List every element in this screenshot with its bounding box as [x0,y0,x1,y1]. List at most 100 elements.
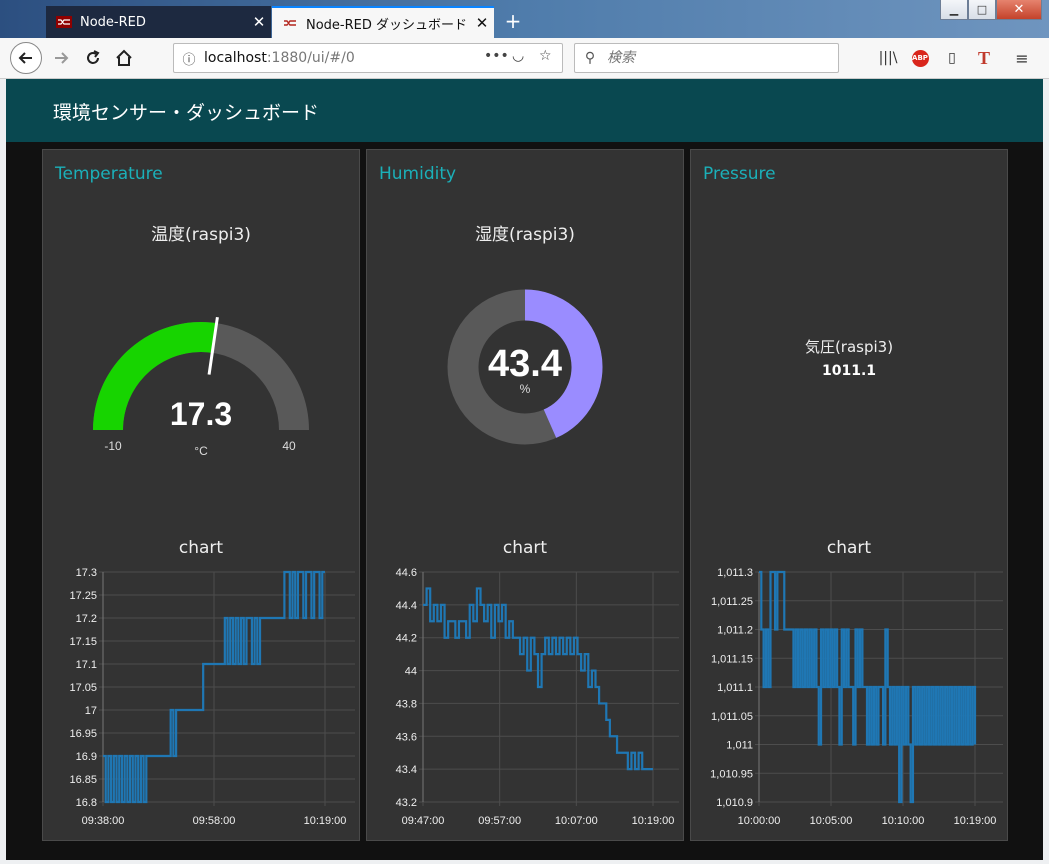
reload-button[interactable] [79,44,107,72]
y-tick-label: 1,011.3 [717,567,753,579]
home-button[interactable] [110,44,138,72]
x-tick-label: 10:19:00 [632,815,675,827]
title-bar: Node-RED ✕ Node-RED ダッシュボード ✕ + ▁ □ ✕ [0,0,1049,38]
y-tick-label: 44.4 [396,600,417,612]
x-tick-label: 10:00:00 [738,815,781,827]
y-tick-label: 16.95 [69,728,97,740]
node-red-icon [56,16,72,28]
forward-button[interactable] [47,44,75,72]
series-line [423,587,653,771]
page-actions-icon[interactable]: ••• [484,48,509,64]
search-input[interactable] [605,49,809,67]
series-line [103,570,325,804]
url-host: localhost [204,50,267,66]
pressure-chart: 1,011.3 1,011.25 1,011.2 1,011.15 1,011.1 1,0… [710,567,1003,827]
url-path: :1880/ui/#/0 [266,50,355,66]
y-tick-label: 1,011.05 [711,711,753,723]
y-tick-label: 16.8 [76,797,97,809]
sidebar-icon[interactable]: ▯ [948,50,956,66]
y-tick-label: 43.6 [396,731,417,743]
donut-value: 43.4 [488,343,562,385]
x-tick-label: 09:58:00 [193,815,236,827]
dashboard-title: 環境センサー・ダッシュボード [53,102,320,124]
tab-label: Node-RED [80,14,146,30]
dashboard-content: 環境センサー・ダッシュボード Temperature 温度(raspi3) 17… [6,79,1043,860]
home-icon [116,49,132,66]
x-tick-label: 10:19:00 [954,815,997,827]
close-tab-icon[interactable]: ✕ [252,13,266,31]
x-tick-label: 10:05:00 [810,815,853,827]
window-controls: ▁ □ ✕ [940,0,1042,20]
y-tick-label: 16.85 [69,774,97,786]
group-temperature: Temperature 温度(raspi3) 17.3 °C -10 40 ch… [42,149,360,841]
temperature-gauge: 17.3 °C -10 40 [93,316,309,458]
y-tick-label: 1,010.9 [716,797,753,809]
chart-label: chart [502,538,548,558]
tab-dashboard[interactable]: Node-RED ダッシュボード ✕ [272,6,494,38]
group-title: Humidity [379,164,457,184]
forward-arrow-icon [55,52,69,64]
gauge-value: 17.3 [170,396,232,432]
library-icon[interactable]: |||\ [878,50,898,66]
y-tick-label: 1,011.2 [717,625,753,637]
x-tick-label: 10:07:00 [555,815,598,827]
back-arrow-icon [18,52,32,64]
gauge-label: 温度(raspi3) [151,225,251,245]
y-tick-label: 1,011.1 [717,682,753,694]
pocket-icon[interactable]: ◡ [512,48,525,64]
y-tick-label: 1,011.25 [711,596,753,608]
x-tick-label: 09:57:00 [478,815,521,827]
group-pressure: Pressure 気圧(raspi3) 1011.1 chart 1,011.3… [690,149,1008,841]
site-info-icon[interactable]: ⓘ [182,52,196,68]
gauge-fill [93,322,217,430]
new-tab-button[interactable]: + [504,9,522,33]
series-line [759,570,977,804]
group-title: Pressure [703,164,776,184]
search-bar[interactable]: ⚲ [574,43,839,73]
y-tick-label: 44 [405,666,417,678]
donut-fill [524,289,603,438]
donut-label: 湿度(raspi3) [475,225,575,245]
y-tick-label: 1,010.95 [710,768,753,780]
bookmark-star-icon[interactable]: ☆ [539,48,552,64]
y-tick-label: 17.15 [69,636,97,648]
group-humidity: Humidity 湿度(raspi3) 43.4 % chart 44.6 44.… [366,149,684,841]
y-tick-label: 17.3 [76,567,97,579]
y-tick-label: 43.4 [396,764,417,776]
humidity-chart: 44.6 44.4 44.2 44 43.8 43.6 43.4 43.2 09:47:00 09… [396,567,679,827]
close-tab-icon[interactable]: ✕ [475,14,489,32]
adblock-icon[interactable]: ABP [908,46,932,70]
gauge-min: -10 [104,439,122,453]
reload-icon [87,50,100,64]
tab-label: Node-RED ダッシュボード [306,17,468,33]
minimize-icon[interactable]: ▁ [940,0,968,20]
y-tick-label: 17.05 [69,682,97,694]
search-icon: ⚲ [584,50,596,66]
close-window-icon[interactable]: ✕ [996,0,1042,20]
pressure-value: 1011.1 [821,363,877,379]
y-tick-label: 43.8 [396,698,417,710]
y-tick-label: 44.2 [396,633,417,645]
x-tick-label: 09:38:00 [82,815,125,827]
x-tick-label: 10:10:00 [882,815,925,827]
chart-label: chart [178,538,224,558]
temperature-chart: 17.3 17.25 17.2 17.15 17.1 17.05 17 16.95 16.9 16… [69,567,355,827]
x-tick-label: 10:19:00 [304,815,347,827]
gauge-needle [207,316,219,375]
menu-icon[interactable]: ≡ [1015,48,1029,68]
y-tick-label: 44.6 [396,567,417,579]
y-tick-label: 17.2 [76,613,97,625]
url-bar[interactable]: ⓘ localhost:1880/ui/#/0 ••• ◡ ☆ [173,43,563,73]
donut-units: % [520,382,531,396]
dashboard-header: 環境センサー・ダッシュボード [6,79,1043,142]
translate-extension-icon[interactable]: T [977,47,990,68]
y-tick-label: 17.1 [76,659,97,671]
y-tick-label: 1,011 [726,740,753,752]
gauge-units: °C [194,444,208,458]
group-title: Temperature [55,164,163,184]
maximize-icon[interactable]: □ [968,0,996,20]
tab-node-red[interactable]: Node-RED ✕ [46,6,271,38]
humidity-donut: 43.4 % [447,289,603,445]
back-button[interactable] [10,42,42,74]
